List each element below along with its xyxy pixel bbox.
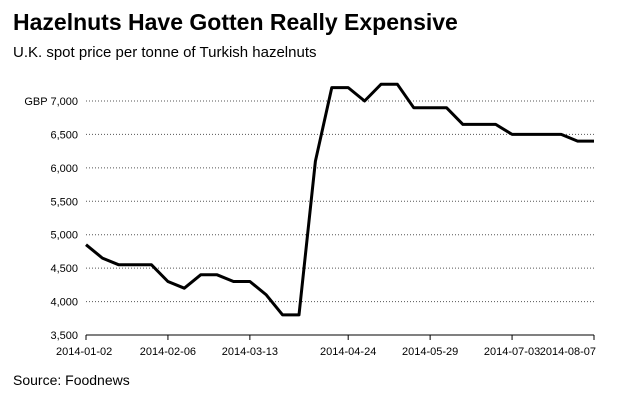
y-tick-label: GBP 7,000 bbox=[24, 96, 78, 108]
y-tick-label: 6,500 bbox=[50, 129, 78, 141]
x-tick-label: 2014-03-13 bbox=[222, 346, 278, 358]
x-tick-label: 2014-02-06 bbox=[140, 346, 196, 358]
y-tick-label: 5,500 bbox=[50, 196, 78, 208]
series-group bbox=[85, 82, 594, 317]
gridlines bbox=[86, 100, 594, 303]
chart-subtitle: U.K. spot price per tonne of Turkish haz… bbox=[13, 44, 317, 61]
x-tick-label: 2014-08-07 bbox=[540, 346, 596, 358]
y-tick-label: 5,000 bbox=[50, 230, 78, 242]
y-tick-label: 4,000 bbox=[50, 297, 78, 309]
x-tick-label: 2014-01-02 bbox=[56, 346, 112, 358]
series-line bbox=[85, 82, 594, 317]
y-tick-label: 6,000 bbox=[50, 163, 78, 175]
x-tick-label: 2014-07-03 bbox=[484, 346, 540, 358]
y-tick-label: 4,500 bbox=[50, 263, 78, 275]
chart-title: Hazelnuts Have Gotten Really Expensive bbox=[13, 9, 458, 35]
y-axis-tick-labels: 3,500 4,000 4,500 5,000 5,500 6,000 6,500 GBP 7… bbox=[24, 96, 78, 342]
x-tick-label: 2014-04-24 bbox=[320, 346, 376, 358]
x-tick-label: 2014-05-29 bbox=[402, 346, 458, 358]
y-tick-label: 3,500 bbox=[50, 330, 78, 342]
source-note: Source: Foodnews bbox=[13, 372, 130, 388]
x-axis: 2014-01-02 2014-02-06 2014-03-13 2014-04-24… bbox=[56, 334, 596, 358]
